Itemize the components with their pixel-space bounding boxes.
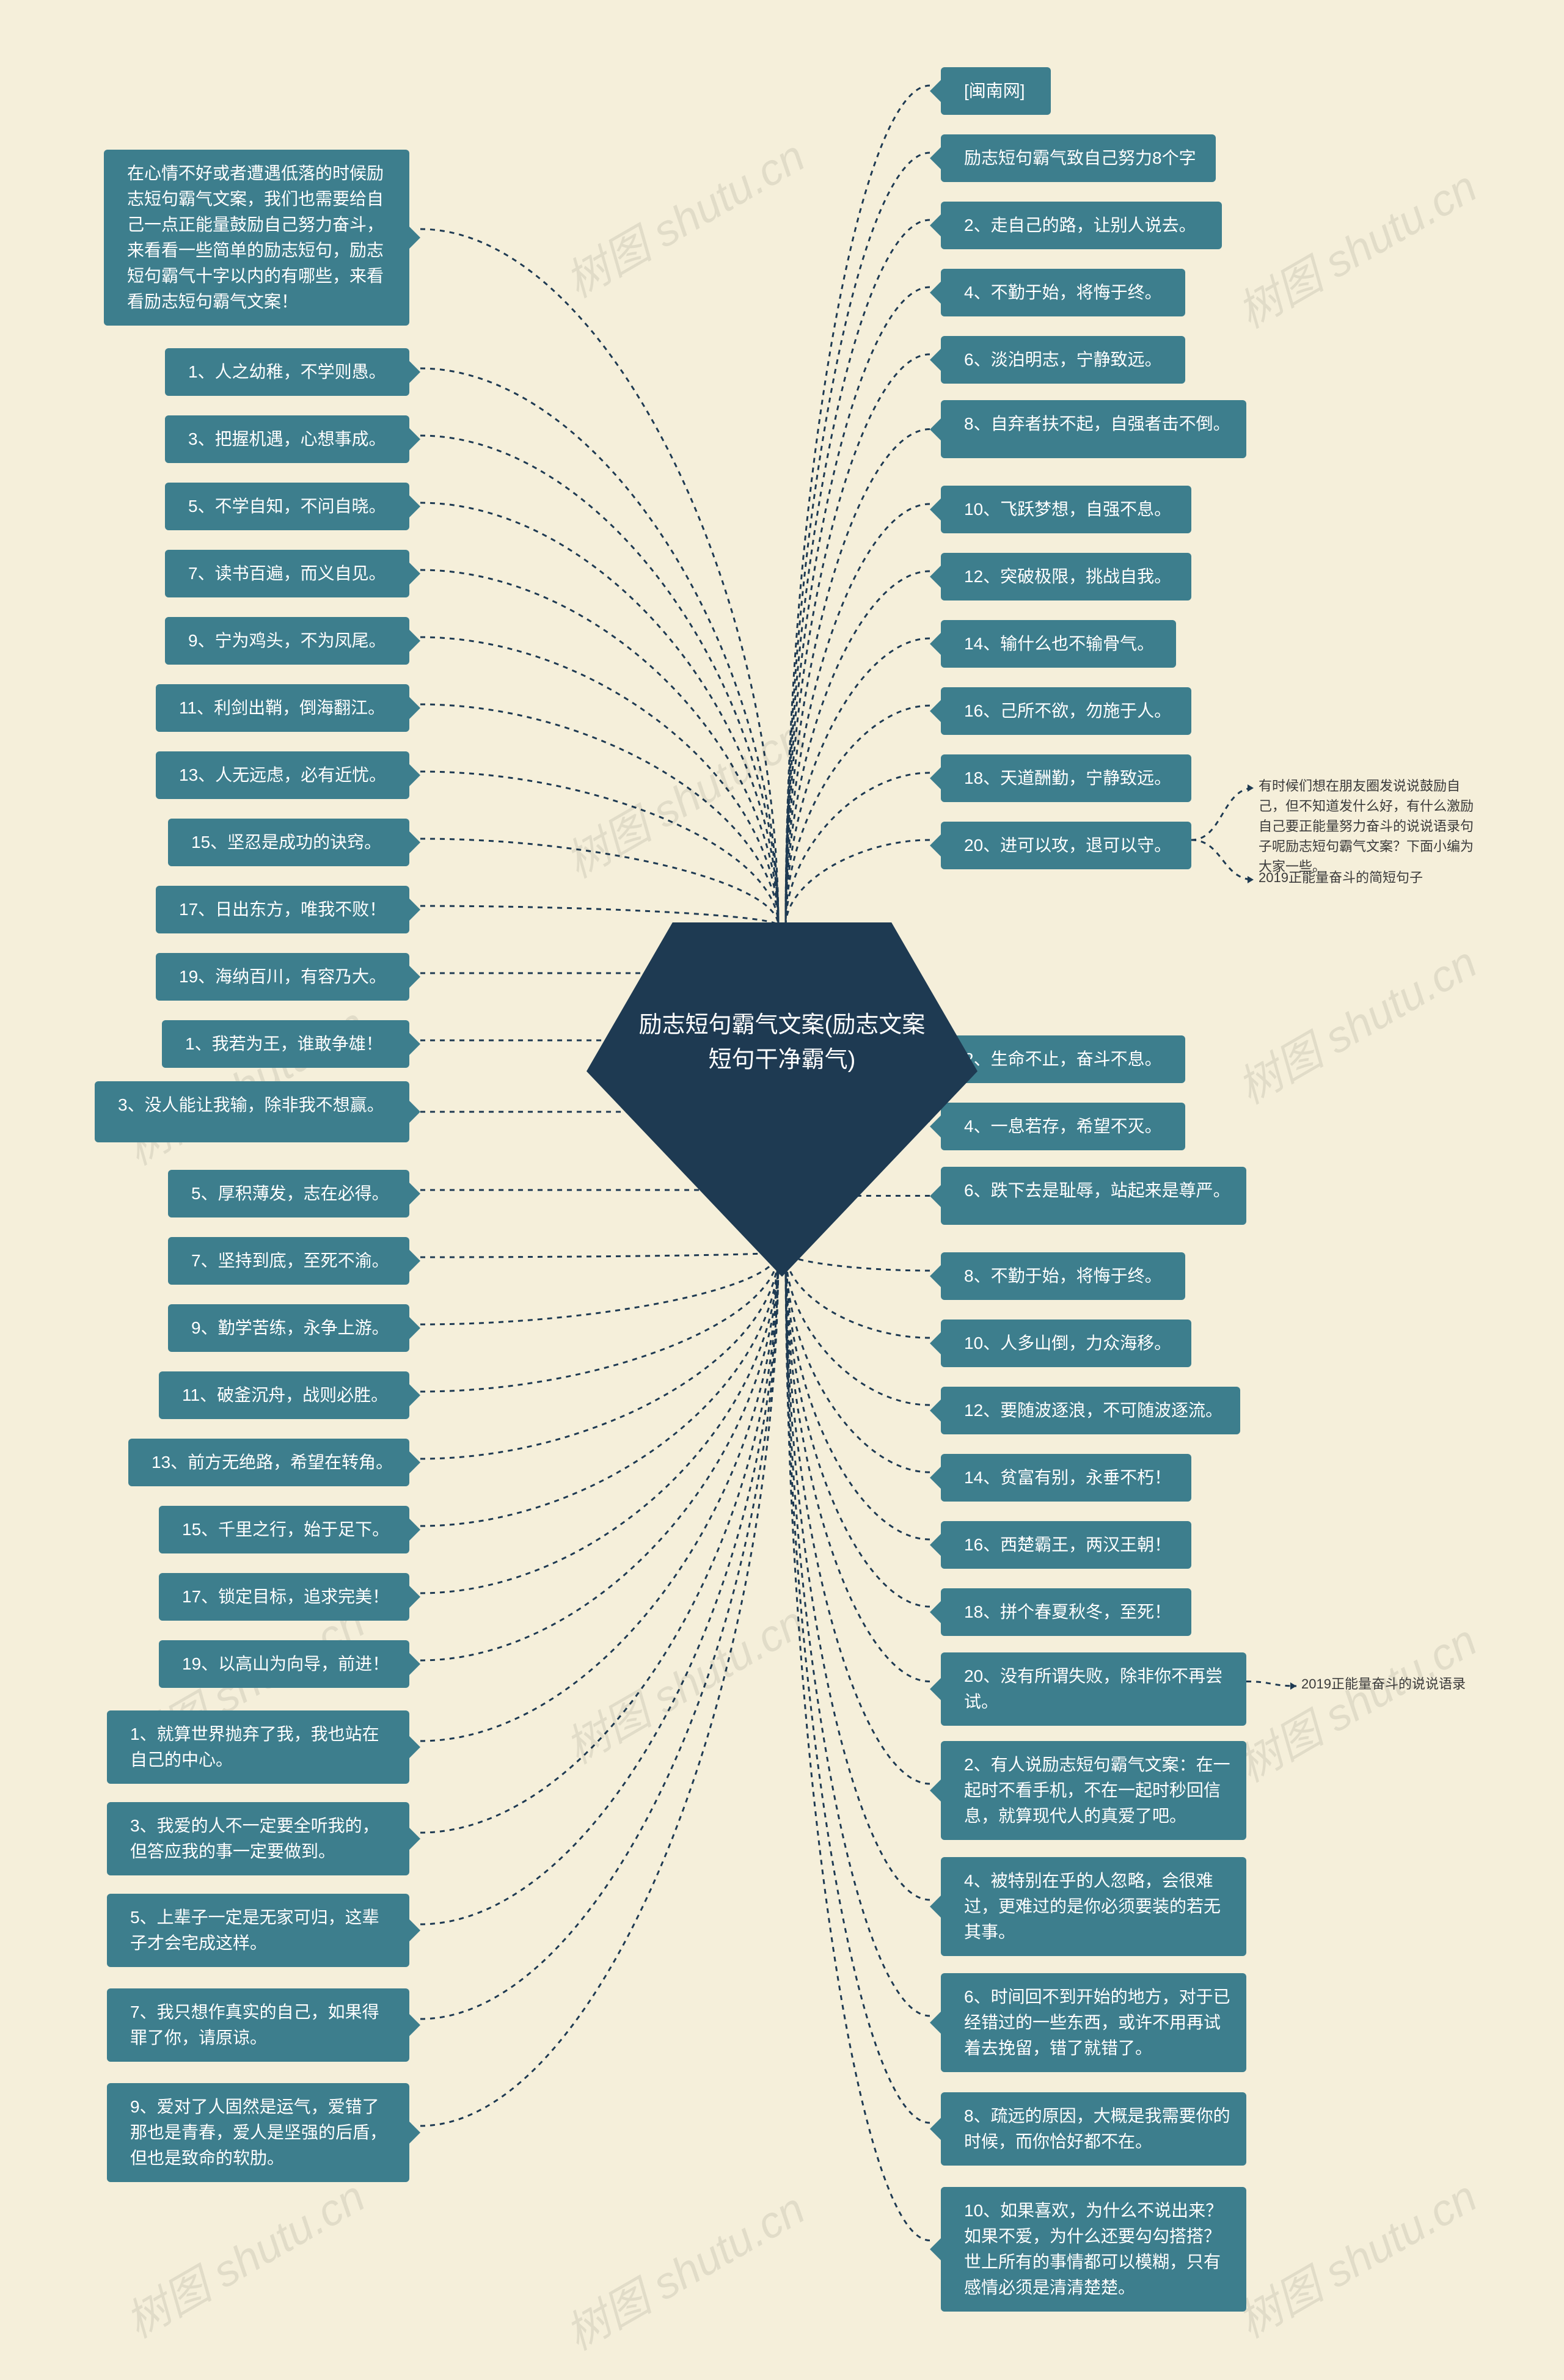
mindmap-node: 2、有人说励志短句霸气文案：在一起时不看手机，不在一起时秒回信息，就算现代人的真… xyxy=(941,1741,1246,1840)
mindmap-node: 9、宁为鸡头，不为凤尾。 xyxy=(165,617,409,665)
center-title: 励志短句霸气文案(励志文案短句干净霸气) xyxy=(586,922,978,1078)
mindmap-node: 12、要随波逐浪，不可随波逐流。 xyxy=(941,1387,1240,1434)
mindmap-subnode: 有时候们想在朋友圈发说说鼓励自己，但不知道发什么好，有什么激励自己要正能量努力奋… xyxy=(1259,776,1478,877)
mindmap-node: 6、跌下去是耻辱，站起来是尊严。 xyxy=(941,1167,1246,1225)
mindmap-node: 12、突破极限，挑战自我。 xyxy=(941,553,1191,600)
mindmap-node: 2、生命不止，奋斗不息。 xyxy=(941,1035,1185,1083)
mindmap-node: 在心情不好或者遭遇低落的时候励志短句霸气文案，我们也需要给自己一点正能量鼓励自己… xyxy=(104,150,409,326)
mindmap-node: 19、海纳百川，有容乃大。 xyxy=(156,953,409,1001)
mindmap-node: 20、没有所谓失败，除非你不再尝试。 xyxy=(941,1652,1246,1726)
mindmap-node: 20、进可以攻，退可以守。 xyxy=(941,822,1191,869)
mindmap-node: 2、走自己的路，让别人说去。 xyxy=(941,202,1222,249)
mindmap-node: 4、被特别在乎的人忽略，会很难过，更难过的是你必须要装的若无其事。 xyxy=(941,1857,1246,1956)
mindmap-node: 3、我爱的人不一定要全听我的，但答应我的事一定要做到。 xyxy=(107,1802,409,1875)
mindmap-node: 9、勤学苦练，永争上游。 xyxy=(168,1304,409,1352)
mindmap-node: 8、疏远的原因，大概是我需要你的时候，而你恰好都不在。 xyxy=(941,2092,1246,2166)
mindmap-node: 5、厚积薄发，志在必得。 xyxy=(168,1170,409,1217)
mindmap-node: 5、上辈子一定是无家可归，这辈子才会宅成这样。 xyxy=(107,1894,409,1967)
mindmap-node: 13、人无远虑，必有近忧。 xyxy=(156,751,409,799)
mindmap-node: [闽南网] xyxy=(941,67,1051,115)
mindmap-node: 14、贫富有别，永垂不朽！ xyxy=(941,1454,1191,1502)
mindmap-subnode: 2019正能量奋斗的简短句子 xyxy=(1259,867,1478,888)
mindmap-node: 14、输什么也不输骨气。 xyxy=(941,620,1176,668)
mindmap-node: 16、西楚霸王，两汉王朝！ xyxy=(941,1521,1191,1569)
mindmap-node: 11、破釜沉舟，战则必胜。 xyxy=(159,1371,409,1419)
mindmap-node: 19、以高山为向导，前进！ xyxy=(159,1640,409,1688)
mindmap-node: 15、坚忍是成功的诀窍。 xyxy=(168,819,409,866)
mindmap-node: 4、一息若存，希望不灭。 xyxy=(941,1103,1185,1150)
mindmap-node: 10、飞跃梦想，自强不息。 xyxy=(941,486,1191,533)
mindmap-node: 18、天道酬勤，宁静致远。 xyxy=(941,754,1191,802)
mindmap-node: 17、日出东方，唯我不败！ xyxy=(156,886,409,933)
mindmap-node: 10、人多山倒，力众海移。 xyxy=(941,1320,1191,1367)
mindmap-node: 1、就算世界抛弃了我，我也站在自己的中心。 xyxy=(107,1710,409,1784)
mindmap-node: 1、人之幼稚，不学则愚。 xyxy=(165,348,409,396)
mindmap-node: 7、我只想作真实的自己，如果得罪了你，请原谅。 xyxy=(107,1988,409,2062)
mindmap-node: 6、时间回不到开始的地方，对于已经错过的一些东西，或许不用再试着去挽留，错了就错… xyxy=(941,1973,1246,2072)
mindmap-node: 17、锁定目标，追求完美！ xyxy=(159,1573,409,1621)
mindmap-node: 6、淡泊明志，宁静致远。 xyxy=(941,336,1185,384)
mindmap-node: 4、不勤于始，将悔于终。 xyxy=(941,269,1185,316)
mindmap-node: 9、爱对了人固然是运气，爱错了那也是青春，爱人是坚强的后盾，但也是致命的软肋。 xyxy=(107,2083,409,2182)
mindmap-node: 3、没人能让我输，除非我不想赢。 xyxy=(95,1081,409,1142)
mindmap-node: 10、如果喜欢，为什么不说出来？如果不爱，为什么还要勾勾搭搭？世上所有的事情都可… xyxy=(941,2187,1246,2312)
mindmap-node: 7、读书百遍，而义自见。 xyxy=(165,550,409,597)
mindmap-node: 7、坚持到底，至死不渝。 xyxy=(168,1237,409,1285)
mindmap-node: 励志短句霸气致自己努力8个字 xyxy=(941,134,1216,182)
center-node: 励志短句霸气文案(励志文案短句干净霸气) xyxy=(586,922,978,1277)
mindmap-node: 1、我若为王，谁敢争雄！ xyxy=(162,1020,409,1068)
mindmap-node: 13、前方无绝路，希望在转角。 xyxy=(128,1439,409,1486)
mindmap-node: 15、千里之行，始于足下。 xyxy=(159,1506,409,1553)
mindmap-node: 18、拼个春夏秋冬，至死！ xyxy=(941,1588,1191,1636)
mindmap-node: 8、自弃者扶不起，自强者击不倒。 xyxy=(941,400,1246,458)
mindmap-node: 5、不学自知，不问自晓。 xyxy=(165,483,409,530)
mindmap-subnode: 2019正能量奋斗的说说语录 xyxy=(1301,1674,1521,1694)
mindmap-node: 8、不勤于始，将悔于终。 xyxy=(941,1252,1185,1300)
mindmap-node: 16、己所不欲，勿施于人。 xyxy=(941,687,1191,735)
mindmap-node: 3、把握机遇，心想事成。 xyxy=(165,415,409,463)
mindmap-node: 11、利剑出鞘，倒海翻江。 xyxy=(156,684,409,732)
